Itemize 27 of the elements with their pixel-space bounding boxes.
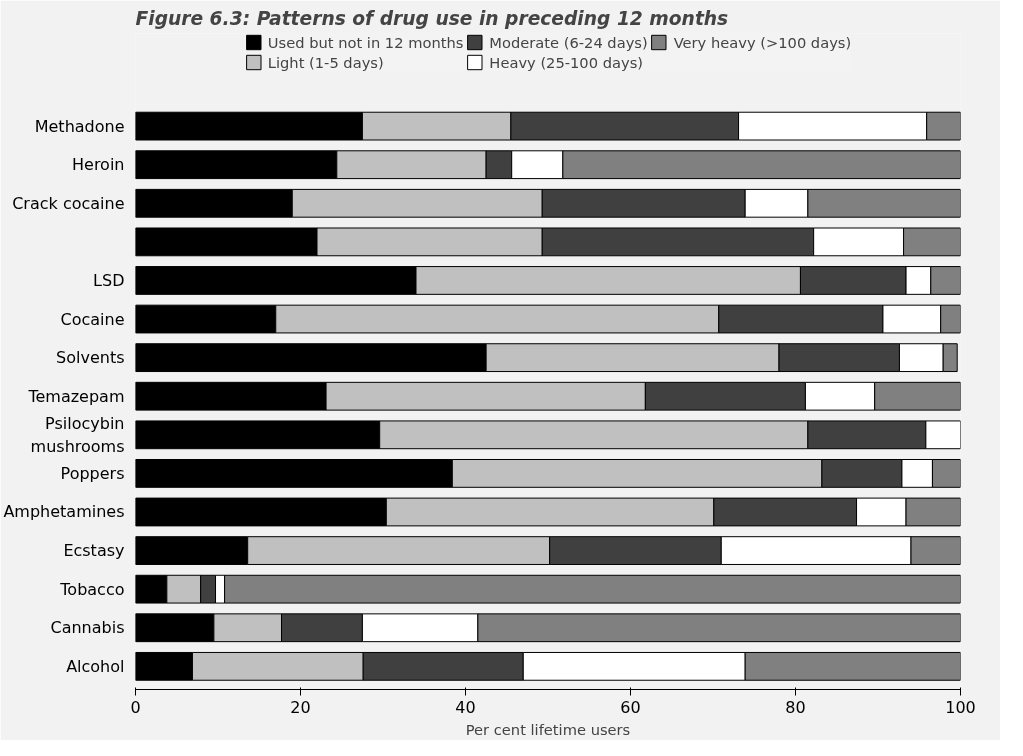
x-tick-label: 0: [130, 697, 141, 717]
y-tick-label: Temazepam: [27, 386, 125, 406]
y-tick-label: Solvents: [56, 348, 125, 368]
y-tick-label: Alcohol: [66, 656, 125, 676]
x-tick-label: 80: [785, 697, 806, 717]
x-tick-label: 60: [620, 697, 641, 717]
legend-label: Heavy (25-100 days): [489, 53, 643, 71]
x-tick-label: 40: [455, 697, 476, 717]
y-tick-label: Amphetamines: [3, 502, 125, 522]
legend-label: Light (1-5 days): [267, 53, 384, 71]
y-tick-label: Methadone: [34, 116, 125, 136]
y-tick-label: Crack cocaine: [12, 193, 125, 213]
legend-label: Used but not in 12 months: [267, 33, 464, 51]
y-tick-label: Tobacco: [59, 579, 125, 599]
y-tick-label: Poppers: [60, 463, 125, 483]
y-tick-label: Cocaine: [60, 309, 125, 329]
y-tick-label: LSD: [93, 270, 125, 290]
y-tick-label: Ecstasy: [63, 541, 125, 561]
legend-label: Moderate (6-24 days): [489, 33, 648, 51]
chart-title: Figure 6.3: Patterns of drug use in preceding 12 months: [135, 7, 729, 29]
y-tick-label: Cannabis: [50, 618, 125, 638]
legend-label: Very heavy (>100 days): [673, 33, 852, 51]
y-tick-label: Psilocybin mushrooms: [30, 413, 125, 456]
x-axis-title: Per cent lifetime users: [465, 720, 631, 738]
y-tick-label: Heroin: [72, 155, 125, 175]
x-tick-label: 20: [290, 697, 311, 717]
x-tick-label: 100: [945, 697, 976, 717]
